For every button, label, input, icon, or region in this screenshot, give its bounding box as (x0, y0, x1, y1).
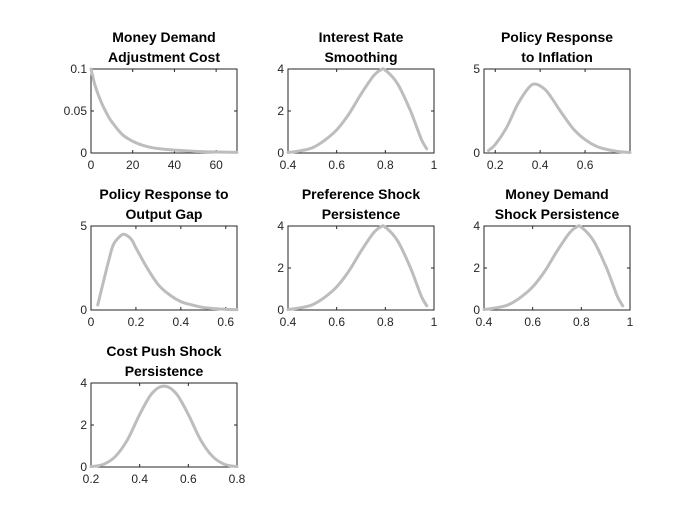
chart-title: Adjustment Cost (108, 49, 220, 65)
x-tick-label: 0 (88, 315, 95, 329)
subplot-6: Money Demand Shock Persistence 0.4 0.6 0.8 1 0… (473, 186, 633, 329)
chart-title: Persistence (322, 206, 401, 222)
subplot-7: Cost Push Shock Persistence 0.2 0.4 0.6 0.8 0 2… (80, 343, 245, 486)
y-tick-label: 0 (277, 303, 284, 317)
chart-title: Preference Shock (302, 186, 420, 202)
chart-title: Policy Response (501, 29, 613, 45)
density-curve (486, 82, 632, 154)
x-tick-label: 0.8 (377, 158, 394, 172)
x-tick-label: 0.2 (487, 158, 504, 172)
density-curve (89, 384, 239, 469)
x-tick-label: 0.2 (83, 472, 100, 486)
y-tick-label: 4 (277, 219, 284, 233)
y-tick-label: 5 (473, 62, 480, 76)
y-tick-label: 0 (80, 146, 87, 160)
subplot-2: Interest Rate Smoothing 0.4 0.6 0.8 1 0 2 4 (277, 29, 437, 172)
chart-title: Money Demand (505, 186, 608, 202)
x-tick-label: 0.4 (173, 315, 190, 329)
x-tick-label: 0.8 (573, 315, 590, 329)
y-tick-label: 2 (80, 418, 87, 432)
y-tick-label: 2 (277, 261, 284, 275)
y-tick-label: 4 (473, 219, 480, 233)
x-tick-label: 1 (431, 315, 438, 329)
axes-box (90, 225, 238, 311)
axes-box (90, 68, 238, 154)
y-tick-label: 5 (80, 219, 87, 233)
y-tick-label: 0 (277, 146, 284, 160)
subplot-5: Preference Shock Persistence 0.4 0.6 0.8 1 0 2 4 (277, 186, 437, 329)
x-tick-label: 0.8 (377, 315, 394, 329)
density-curve (96, 232, 239, 312)
axes-box (90, 382, 238, 468)
x-tick-label: 0.8 (229, 472, 246, 486)
subplot-4: Policy Response to Output Gap 0 0.2 0.4 0.6 0 5 (80, 186, 239, 329)
y-tick-label: 0 (80, 303, 87, 317)
density-curve (286, 224, 429, 312)
x-tick-label: 0.6 (217, 315, 234, 329)
x-tick-label: 0.6 (328, 158, 345, 172)
y-tick-label: 2 (473, 261, 480, 275)
subplot-3: Policy Response to Inflation 0.2 0.4 0.6 0 5 (473, 29, 632, 172)
axes-box (483, 68, 631, 154)
chart-title: Policy Response to (99, 186, 228, 202)
x-tick-label: 0.6 (328, 315, 345, 329)
x-tick-label: 0.6 (577, 158, 594, 172)
chart-title: Output Gap (126, 206, 203, 222)
y-tick-label: 4 (80, 376, 87, 390)
subplot-1: Money Demand Adjustment Cost 0 20 40 60 0 0.05 0… (64, 29, 239, 172)
x-tick-label: 0.6 (180, 472, 197, 486)
x-tick-label: 0.4 (280, 315, 297, 329)
x-tick-label: 0.2 (128, 315, 145, 329)
chart-title: to Inflation (521, 49, 593, 65)
y-tick-label: 0.05 (64, 104, 88, 118)
x-tick-label: 0.4 (476, 315, 493, 329)
chart-title: Cost Push Shock (106, 343, 221, 359)
chart-title: Persistence (125, 363, 204, 379)
density-curve (89, 67, 239, 154)
x-tick-label: 1 (431, 158, 438, 172)
x-tick-label: 0.4 (280, 158, 297, 172)
density-curve (482, 224, 625, 312)
x-tick-label: 0.6 (524, 315, 541, 329)
y-tick-label: 0 (80, 460, 87, 474)
x-tick-label: 60 (209, 158, 223, 172)
chart-title: Money Demand (112, 29, 215, 45)
x-tick-label: 40 (168, 158, 182, 172)
chart-title: Smoothing (324, 49, 397, 65)
x-tick-label: 0 (88, 158, 95, 172)
y-tick-label: 2 (277, 104, 284, 118)
chart-title: Shock Persistence (495, 206, 620, 222)
x-tick-label: 0.4 (131, 472, 148, 486)
y-tick-label: 0 (473, 146, 480, 160)
y-tick-label: 4 (277, 62, 284, 76)
x-tick-label: 0.4 (532, 158, 549, 172)
y-tick-label: 0.1 (70, 62, 87, 76)
x-tick-label: 1 (627, 315, 634, 329)
chart-title: Interest Rate (319, 29, 404, 45)
density-curve (286, 67, 429, 155)
y-tick-label: 0 (473, 303, 480, 317)
x-tick-label: 20 (126, 158, 140, 172)
